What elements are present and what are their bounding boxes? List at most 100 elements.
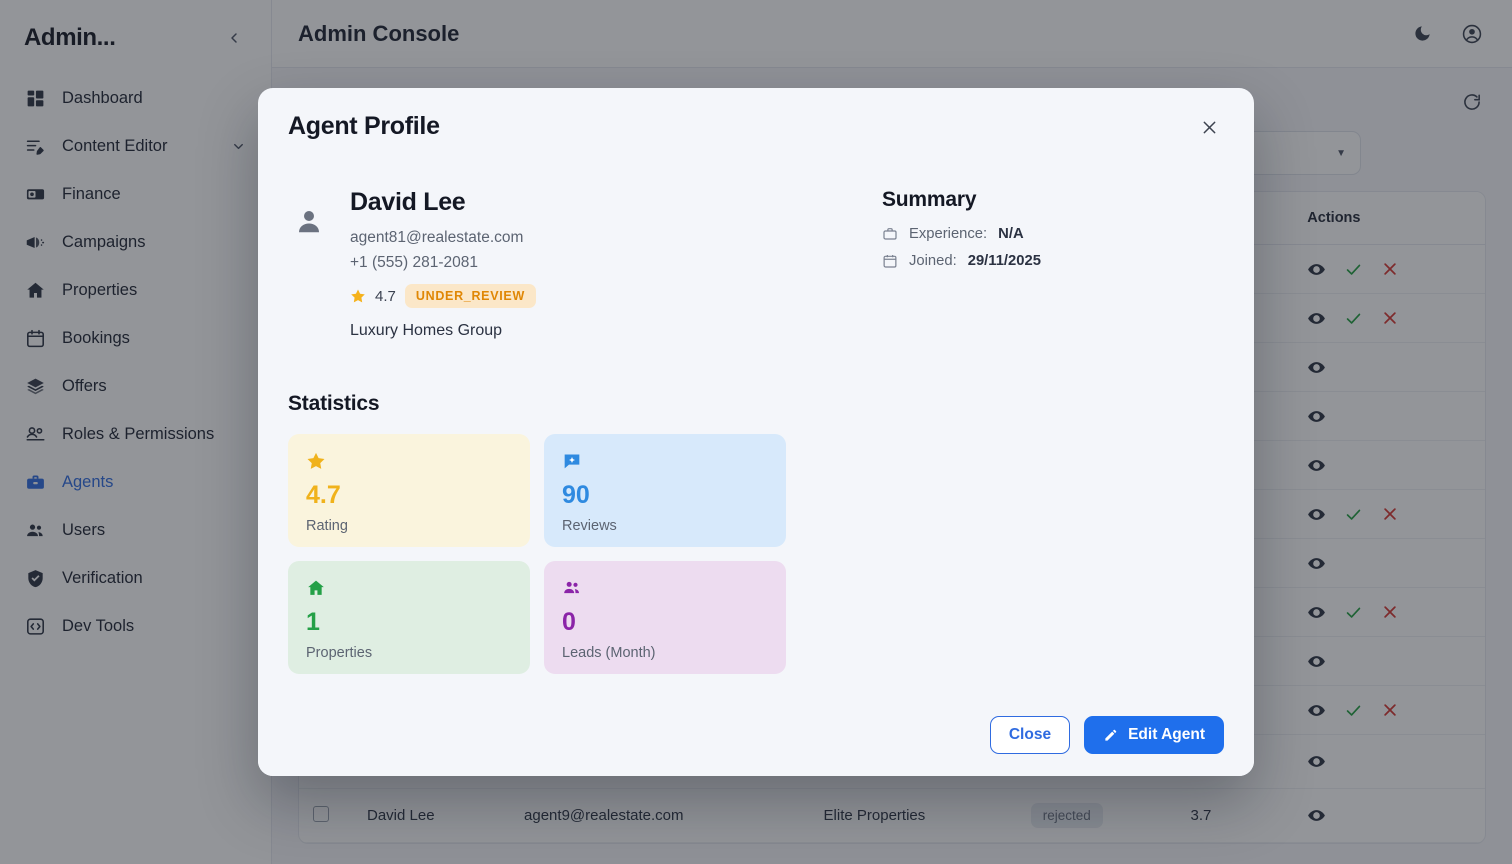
sidebar-item-finance[interactable]: Finance (0, 170, 271, 218)
summary-row-experience: Experience: N/A (882, 226, 1224, 242)
stat-card-rating: 4.7 Rating (288, 434, 530, 548)
calendar-icon (24, 327, 46, 349)
shield-check-icon (24, 567, 46, 589)
sidebar-item-dev-tools[interactable]: Dev Tools (0, 602, 271, 650)
approve-icon[interactable] (1344, 603, 1363, 622)
page-title: Admin Console (298, 20, 460, 46)
users-icon (24, 519, 46, 541)
view-icon[interactable] (1307, 456, 1326, 475)
cell-rating: 3.7 (1176, 788, 1294, 843)
sidebar-item-campaigns[interactable]: Campaigns (0, 218, 271, 266)
cell-actions (1293, 734, 1485, 789)
chevron-down-icon: ▼ (1336, 147, 1346, 159)
cell-actions (1293, 440, 1485, 490)
approve-icon[interactable] (1344, 260, 1363, 279)
view-icon[interactable] (1307, 603, 1326, 622)
summary-value-experience: N/A (998, 226, 1024, 242)
cell-actions (1293, 293, 1485, 343)
sidebar-item-label: Campaigns (62, 232, 146, 251)
view-icon[interactable] (1307, 505, 1326, 524)
approve-icon[interactable] (1344, 701, 1363, 720)
chevron-down-icon[interactable] (229, 137, 247, 155)
chevron-left-icon[interactable] (221, 25, 247, 51)
column-header-actions: Actions (1293, 192, 1485, 245)
modal-title: Agent Profile (288, 112, 440, 140)
reject-icon[interactable] (1381, 603, 1399, 621)
sidebar: Admin... Dashboard Content Editor Finance C… (0, 0, 272, 864)
view-icon[interactable] (1307, 806, 1326, 825)
reject-icon[interactable] (1381, 309, 1399, 327)
cell-actions (1293, 538, 1485, 588)
sidebar-item-label: Properties (62, 280, 138, 299)
dashboard-icon (24, 87, 46, 109)
refresh-icon[interactable] (1458, 88, 1486, 116)
cell-name: David Lee (353, 788, 511, 843)
cell-actions (1293, 244, 1485, 294)
close-icon[interactable] (1194, 112, 1224, 142)
content-editor-icon (24, 135, 46, 157)
dev-tools-icon (24, 615, 46, 637)
cell-actions (1293, 685, 1485, 735)
offers-layers-icon (24, 375, 46, 397)
star-icon (306, 451, 512, 471)
stat-card-reviews: 90 Reviews (544, 434, 786, 548)
account-circle-icon[interactable] (1458, 20, 1486, 48)
sidebar-item-properties[interactable]: Properties (0, 266, 271, 314)
modal-header: Agent Profile (258, 88, 1254, 146)
sidebar-item-agents[interactable]: Agents (0, 458, 271, 506)
row-checkbox[interactable] (313, 805, 329, 822)
agent-email: agent81@realestate.com (350, 229, 524, 246)
sidebar-item-dashboard[interactable]: Dashboard (0, 74, 271, 122)
stat-label: Properties (306, 645, 373, 662)
view-icon[interactable] (1307, 358, 1326, 377)
star-icon (350, 288, 366, 304)
reject-icon[interactable] (1381, 260, 1399, 278)
person-avatar-icon (288, 188, 330, 248)
close-button-label: Close (1008, 726, 1052, 743)
agent-profile-modal: Agent Profile David Lee agent81@realesta… (258, 88, 1254, 776)
approve-icon[interactable] (1344, 505, 1363, 524)
sidebar-item-bookings[interactable]: Bookings (0, 314, 271, 362)
view-icon[interactable] (1307, 652, 1326, 671)
status-badge: rejected (1030, 803, 1103, 828)
cell-actions (1293, 788, 1485, 843)
view-icon[interactable] (1307, 407, 1326, 426)
sidebar-item-roles-permissions[interactable]: Roles & Permissions (0, 410, 271, 458)
moon-icon[interactable] (1408, 20, 1436, 48)
sidebar-item-label: Bookings (62, 328, 130, 347)
modal-footer: Close Edit Agent (258, 694, 1254, 776)
sidebar-item-content-editor[interactable]: Content Editor (0, 122, 271, 170)
view-icon[interactable] (1307, 701, 1326, 720)
edit-agent-button[interactable]: Edit Agent (1084, 716, 1224, 754)
sidebar-item-label: Finance (62, 184, 121, 203)
sidebar-item-label: Dev Tools (62, 616, 135, 635)
stat-label: Leads (Month) (562, 645, 656, 662)
close-button[interactable]: Close (989, 716, 1071, 754)
agent-rating-row: 4.7 UNDER_REVIEW (350, 284, 536, 309)
cell-actions (1293, 636, 1485, 686)
sidebar-item-users[interactable]: Users (0, 506, 271, 554)
cell-actions (1293, 489, 1485, 539)
sidebar-item-verification[interactable]: Verification (0, 554, 271, 602)
top-bar: Admin Console (272, 0, 1512, 68)
view-icon[interactable] (1307, 554, 1326, 573)
stat-label: Rating (306, 518, 348, 535)
status-badge: UNDER_REVIEW (404, 284, 536, 309)
reject-icon[interactable] (1381, 701, 1399, 719)
pencil-icon (1103, 727, 1119, 743)
sidebar-item-label: Agents (62, 472, 114, 491)
summary-heading: Summary (882, 188, 977, 211)
stat-value: 90 (562, 481, 590, 510)
view-icon[interactable] (1307, 309, 1326, 328)
view-icon[interactable] (1307, 260, 1326, 279)
sidebar-item-offers[interactable]: Offers (0, 362, 271, 410)
table-row[interactable]: David Lee agent9@realestate.com Elite Prop… (299, 788, 1485, 843)
home-icon (306, 578, 512, 598)
cell-status: rejected (1016, 788, 1177, 843)
profile-identity: David Lee agent81@realestate.com +1 (555… (288, 188, 848, 340)
summary-row-joined: Joined: 29/11/2025 (882, 253, 1224, 269)
view-icon[interactable] (1307, 752, 1326, 771)
reject-icon[interactable] (1381, 505, 1399, 523)
approve-icon[interactable] (1344, 309, 1363, 328)
sidebar-nav: Dashboard Content Editor Finance Campaigns P… (0, 74, 271, 650)
